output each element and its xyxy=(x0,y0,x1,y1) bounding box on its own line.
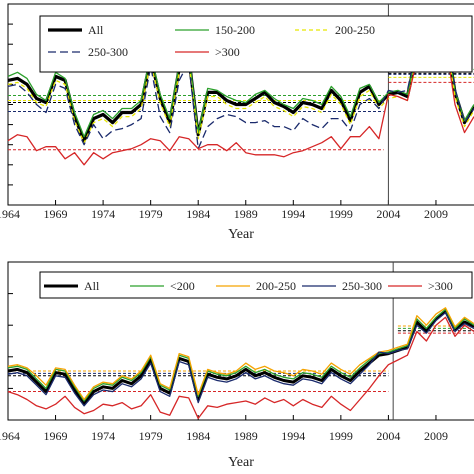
series-line--300 xyxy=(7,316,474,420)
x-tick-label: 1964 xyxy=(0,429,20,443)
legend-box xyxy=(39,271,473,299)
x-tick-label: 1984 xyxy=(186,207,210,221)
x-tick-label: 1989 xyxy=(234,207,258,221)
x-tick-label: 1994 xyxy=(281,429,305,443)
legend-label: >300 xyxy=(215,45,240,59)
legend-label: 150-200 xyxy=(215,23,255,37)
plot-frame xyxy=(7,261,474,421)
legend-label: All xyxy=(88,23,104,37)
top-panel: 1964 1969 1974 1979 1984 1989 1994 1999 2004 2009… xyxy=(0,3,474,242)
series-line-150-200 xyxy=(7,27,474,138)
series-line-250-300 xyxy=(7,23,474,150)
bottom-panel: 1964 1969 1974 1979 1984 1989 1994 1999 2004 2009… xyxy=(0,261,474,470)
x-tick-label: 1984 xyxy=(186,429,210,443)
legend-label: 200-250 xyxy=(335,23,375,37)
x-tick-label: 2009 xyxy=(424,207,448,221)
x-tick-label: 1969 xyxy=(44,429,68,443)
series-line-all xyxy=(7,30,474,143)
x-tick-label: 1974 xyxy=(91,207,115,221)
x-tick-label: 2009 xyxy=(424,429,448,443)
legend-label: All xyxy=(84,279,100,293)
legend-box xyxy=(39,15,473,73)
series-line--200 xyxy=(7,308,474,402)
x-tick-label: 2004 xyxy=(376,207,400,221)
series-line-200-250 xyxy=(7,307,474,401)
x-tick-label: 2004 xyxy=(376,429,400,443)
legend-label: 250-300 xyxy=(342,279,382,293)
legend-label: <200 xyxy=(170,279,195,293)
x-axis-title: Year xyxy=(228,227,254,242)
legend-label: 200-250 xyxy=(256,279,296,293)
x-tick-label: 1979 xyxy=(139,207,163,221)
series-line-250-300 xyxy=(7,311,474,407)
x-tick-label: 1989 xyxy=(234,429,258,443)
x-tick-label: 1979 xyxy=(139,429,163,443)
x-tick-label: 1969 xyxy=(44,207,68,221)
x-tick-label: 1974 xyxy=(91,429,115,443)
x-axis-title: Year xyxy=(228,455,254,470)
x-tick-label: 1999 xyxy=(329,429,353,443)
legend-label: 250-300 xyxy=(88,45,128,59)
x-tick-label: 1999 xyxy=(329,207,353,221)
x-tick-label: 1994 xyxy=(281,207,305,221)
series-line--300 xyxy=(7,41,474,166)
legend-label: >300 xyxy=(428,279,453,293)
x-tick-label: 1964 xyxy=(0,207,20,221)
